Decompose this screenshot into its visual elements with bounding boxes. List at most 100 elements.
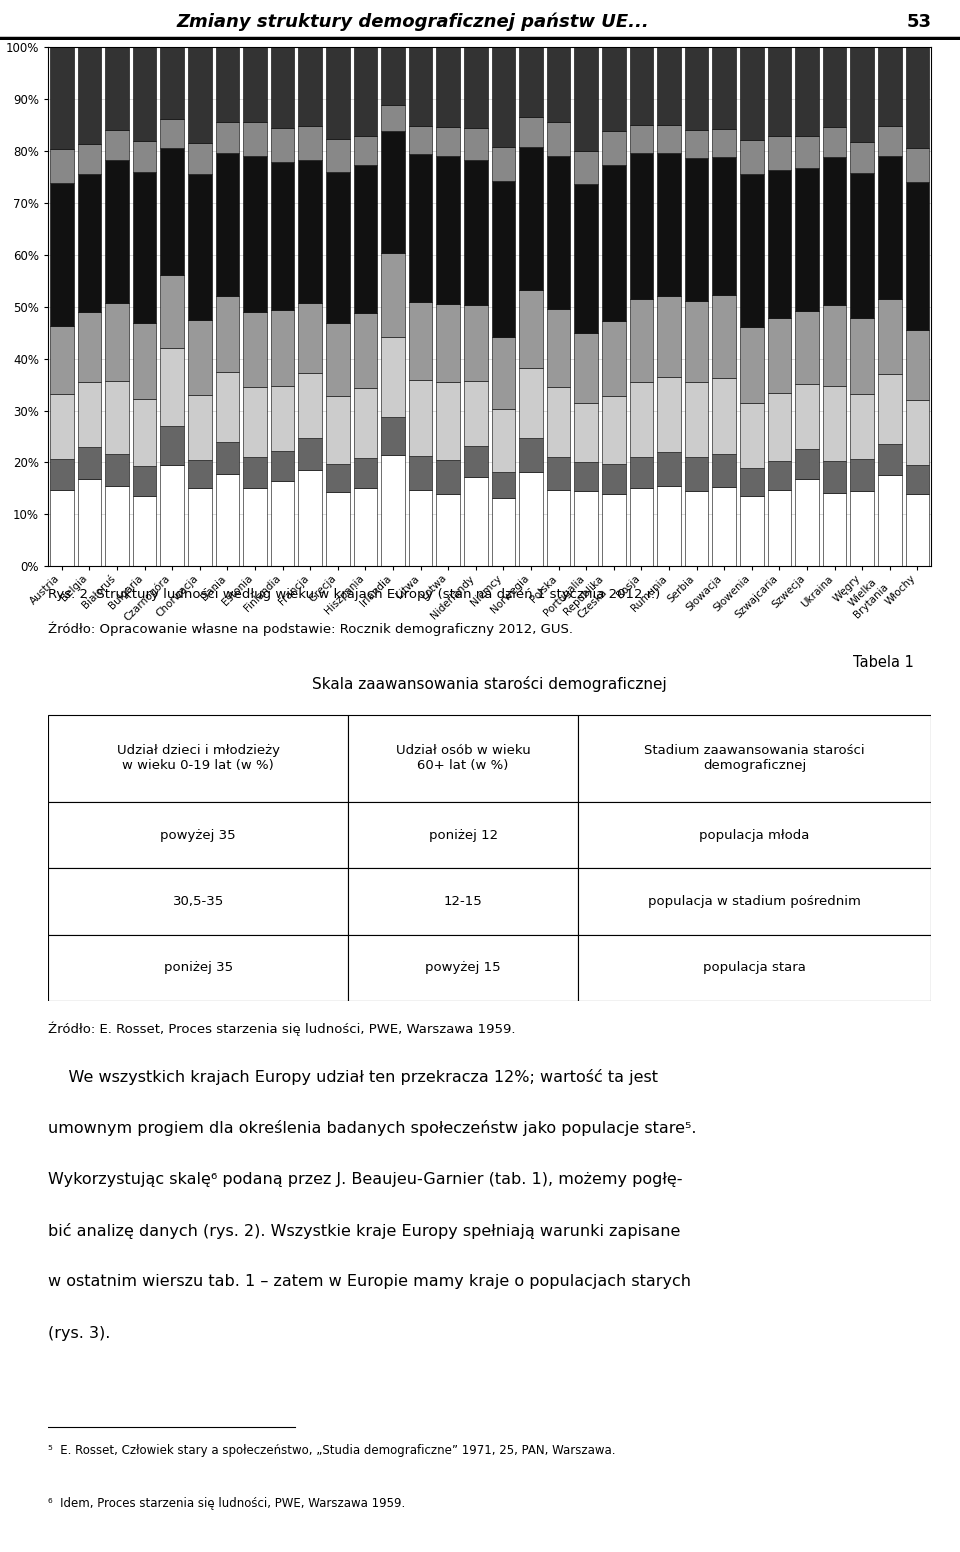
Bar bbox=[712, 295, 736, 379]
Bar bbox=[519, 368, 542, 438]
Bar bbox=[630, 489, 653, 566]
Bar bbox=[326, 464, 349, 492]
Bar bbox=[348, 869, 578, 934]
Bar bbox=[216, 371, 239, 442]
Bar bbox=[492, 410, 516, 472]
Bar bbox=[271, 385, 295, 450]
Bar bbox=[740, 140, 763, 174]
Bar bbox=[160, 120, 184, 147]
Bar bbox=[519, 472, 542, 566]
Bar bbox=[823, 492, 847, 566]
Bar bbox=[492, 180, 516, 337]
Bar bbox=[768, 169, 791, 318]
Bar bbox=[216, 296, 239, 371]
Text: Wykorzystując skalę⁶ podaną przez J. Beaujeu-Garnier (tab. 1), możemy pogłę-: Wykorzystując skalę⁶ podaną przez J. Bea… bbox=[48, 1172, 683, 1187]
Bar bbox=[299, 160, 322, 303]
Bar bbox=[574, 332, 598, 402]
Text: Skala zaawansowania starości demograficznej: Skala zaawansowania starości demograficz… bbox=[312, 677, 667, 692]
Bar bbox=[243, 312, 267, 386]
Bar bbox=[409, 154, 432, 303]
Bar bbox=[48, 934, 348, 1001]
Bar bbox=[48, 802, 348, 869]
Bar bbox=[326, 492, 349, 566]
Bar bbox=[160, 348, 184, 427]
Bar bbox=[160, 147, 184, 275]
Text: ⁶  Idem, Proces starzenia się ludności, PWE, Warszawa 1959.: ⁶ Idem, Proces starzenia się ludności, P… bbox=[48, 1496, 405, 1510]
Bar bbox=[299, 438, 322, 470]
Bar bbox=[50, 489, 74, 566]
Bar bbox=[48, 869, 348, 934]
Text: powyżej 15: powyżej 15 bbox=[425, 961, 501, 975]
Bar bbox=[78, 144, 101, 174]
Bar bbox=[326, 323, 349, 396]
Bar bbox=[464, 306, 488, 380]
Bar bbox=[132, 141, 156, 172]
Bar bbox=[48, 715, 348, 802]
Bar bbox=[188, 320, 211, 394]
Bar bbox=[878, 444, 901, 475]
Bar bbox=[905, 466, 929, 494]
Bar bbox=[409, 380, 432, 456]
Bar bbox=[132, 497, 156, 566]
Bar bbox=[823, 47, 847, 127]
Bar bbox=[353, 489, 377, 566]
Bar bbox=[106, 486, 129, 566]
Bar bbox=[905, 182, 929, 331]
Bar bbox=[348, 934, 578, 1001]
Text: 30,5-35: 30,5-35 bbox=[173, 896, 224, 908]
Bar bbox=[381, 253, 405, 337]
Bar bbox=[878, 374, 901, 444]
Bar bbox=[492, 498, 516, 566]
Bar bbox=[823, 306, 847, 386]
Bar bbox=[464, 445, 488, 476]
Bar bbox=[851, 459, 874, 490]
Text: Rys. 2. Struktury ludności według wieku w krajach Europy (stan na dzień 1 styczn: Rys. 2. Struktury ludności według wieku … bbox=[48, 588, 660, 601]
Bar bbox=[353, 137, 377, 165]
Bar bbox=[299, 372, 322, 438]
Bar bbox=[658, 124, 681, 154]
Bar bbox=[630, 382, 653, 458]
Bar bbox=[684, 130, 708, 158]
Bar bbox=[216, 123, 239, 154]
Bar bbox=[492, 337, 516, 410]
Bar bbox=[188, 143, 211, 174]
Bar bbox=[78, 312, 101, 382]
Text: (rys. 3).: (rys. 3). bbox=[48, 1325, 110, 1341]
Bar bbox=[464, 380, 488, 445]
Bar bbox=[132, 47, 156, 141]
Bar bbox=[106, 380, 129, 453]
Text: Udział dzieci i młodzieży
w wieku 0-19 lat (w %): Udział dzieci i młodzieży w wieku 0-19 l… bbox=[117, 745, 279, 773]
Bar bbox=[630, 154, 653, 298]
Text: umownym progiem dla określenia badanych społeczeństw jako populacje stare⁵.: umownym progiem dla określenia badanych … bbox=[48, 1121, 697, 1136]
Bar bbox=[823, 461, 847, 492]
Bar bbox=[160, 275, 184, 348]
Text: We wszystkich krajach Europy udział ten przekracza 12%; wartość ta jest: We wszystkich krajach Europy udział ten … bbox=[48, 1069, 658, 1085]
Bar bbox=[353, 165, 377, 314]
Text: 53: 53 bbox=[906, 14, 931, 31]
Bar bbox=[50, 47, 74, 149]
Bar bbox=[78, 174, 101, 312]
Bar bbox=[547, 47, 570, 123]
Bar bbox=[519, 290, 542, 368]
Bar bbox=[658, 377, 681, 452]
Bar bbox=[50, 459, 74, 489]
Bar bbox=[547, 123, 570, 155]
Bar bbox=[464, 160, 488, 306]
Bar bbox=[409, 126, 432, 154]
Bar bbox=[768, 47, 791, 137]
Bar bbox=[602, 396, 626, 464]
Text: Udział osób w wieku
60+ lat (w %): Udział osób w wieku 60+ lat (w %) bbox=[396, 745, 531, 773]
Bar bbox=[381, 417, 405, 455]
Bar bbox=[409, 456, 432, 489]
Bar bbox=[243, 47, 267, 123]
Bar bbox=[271, 129, 295, 161]
Bar bbox=[353, 314, 377, 388]
Bar bbox=[630, 298, 653, 382]
Bar bbox=[878, 155, 901, 298]
Bar bbox=[50, 183, 74, 326]
Text: Stadium zaawansowania starości
demograficznej: Stadium zaawansowania starości demografi… bbox=[644, 745, 865, 773]
Bar bbox=[78, 447, 101, 478]
Legend: 0-14, 15-19, 20-29, 30-39, 40-59, 60-64, 65 i więcej: 0-14, 15-19, 20-29, 30-39, 40-59, 60-64,… bbox=[236, 756, 743, 779]
Bar bbox=[712, 129, 736, 157]
Bar bbox=[437, 304, 460, 382]
